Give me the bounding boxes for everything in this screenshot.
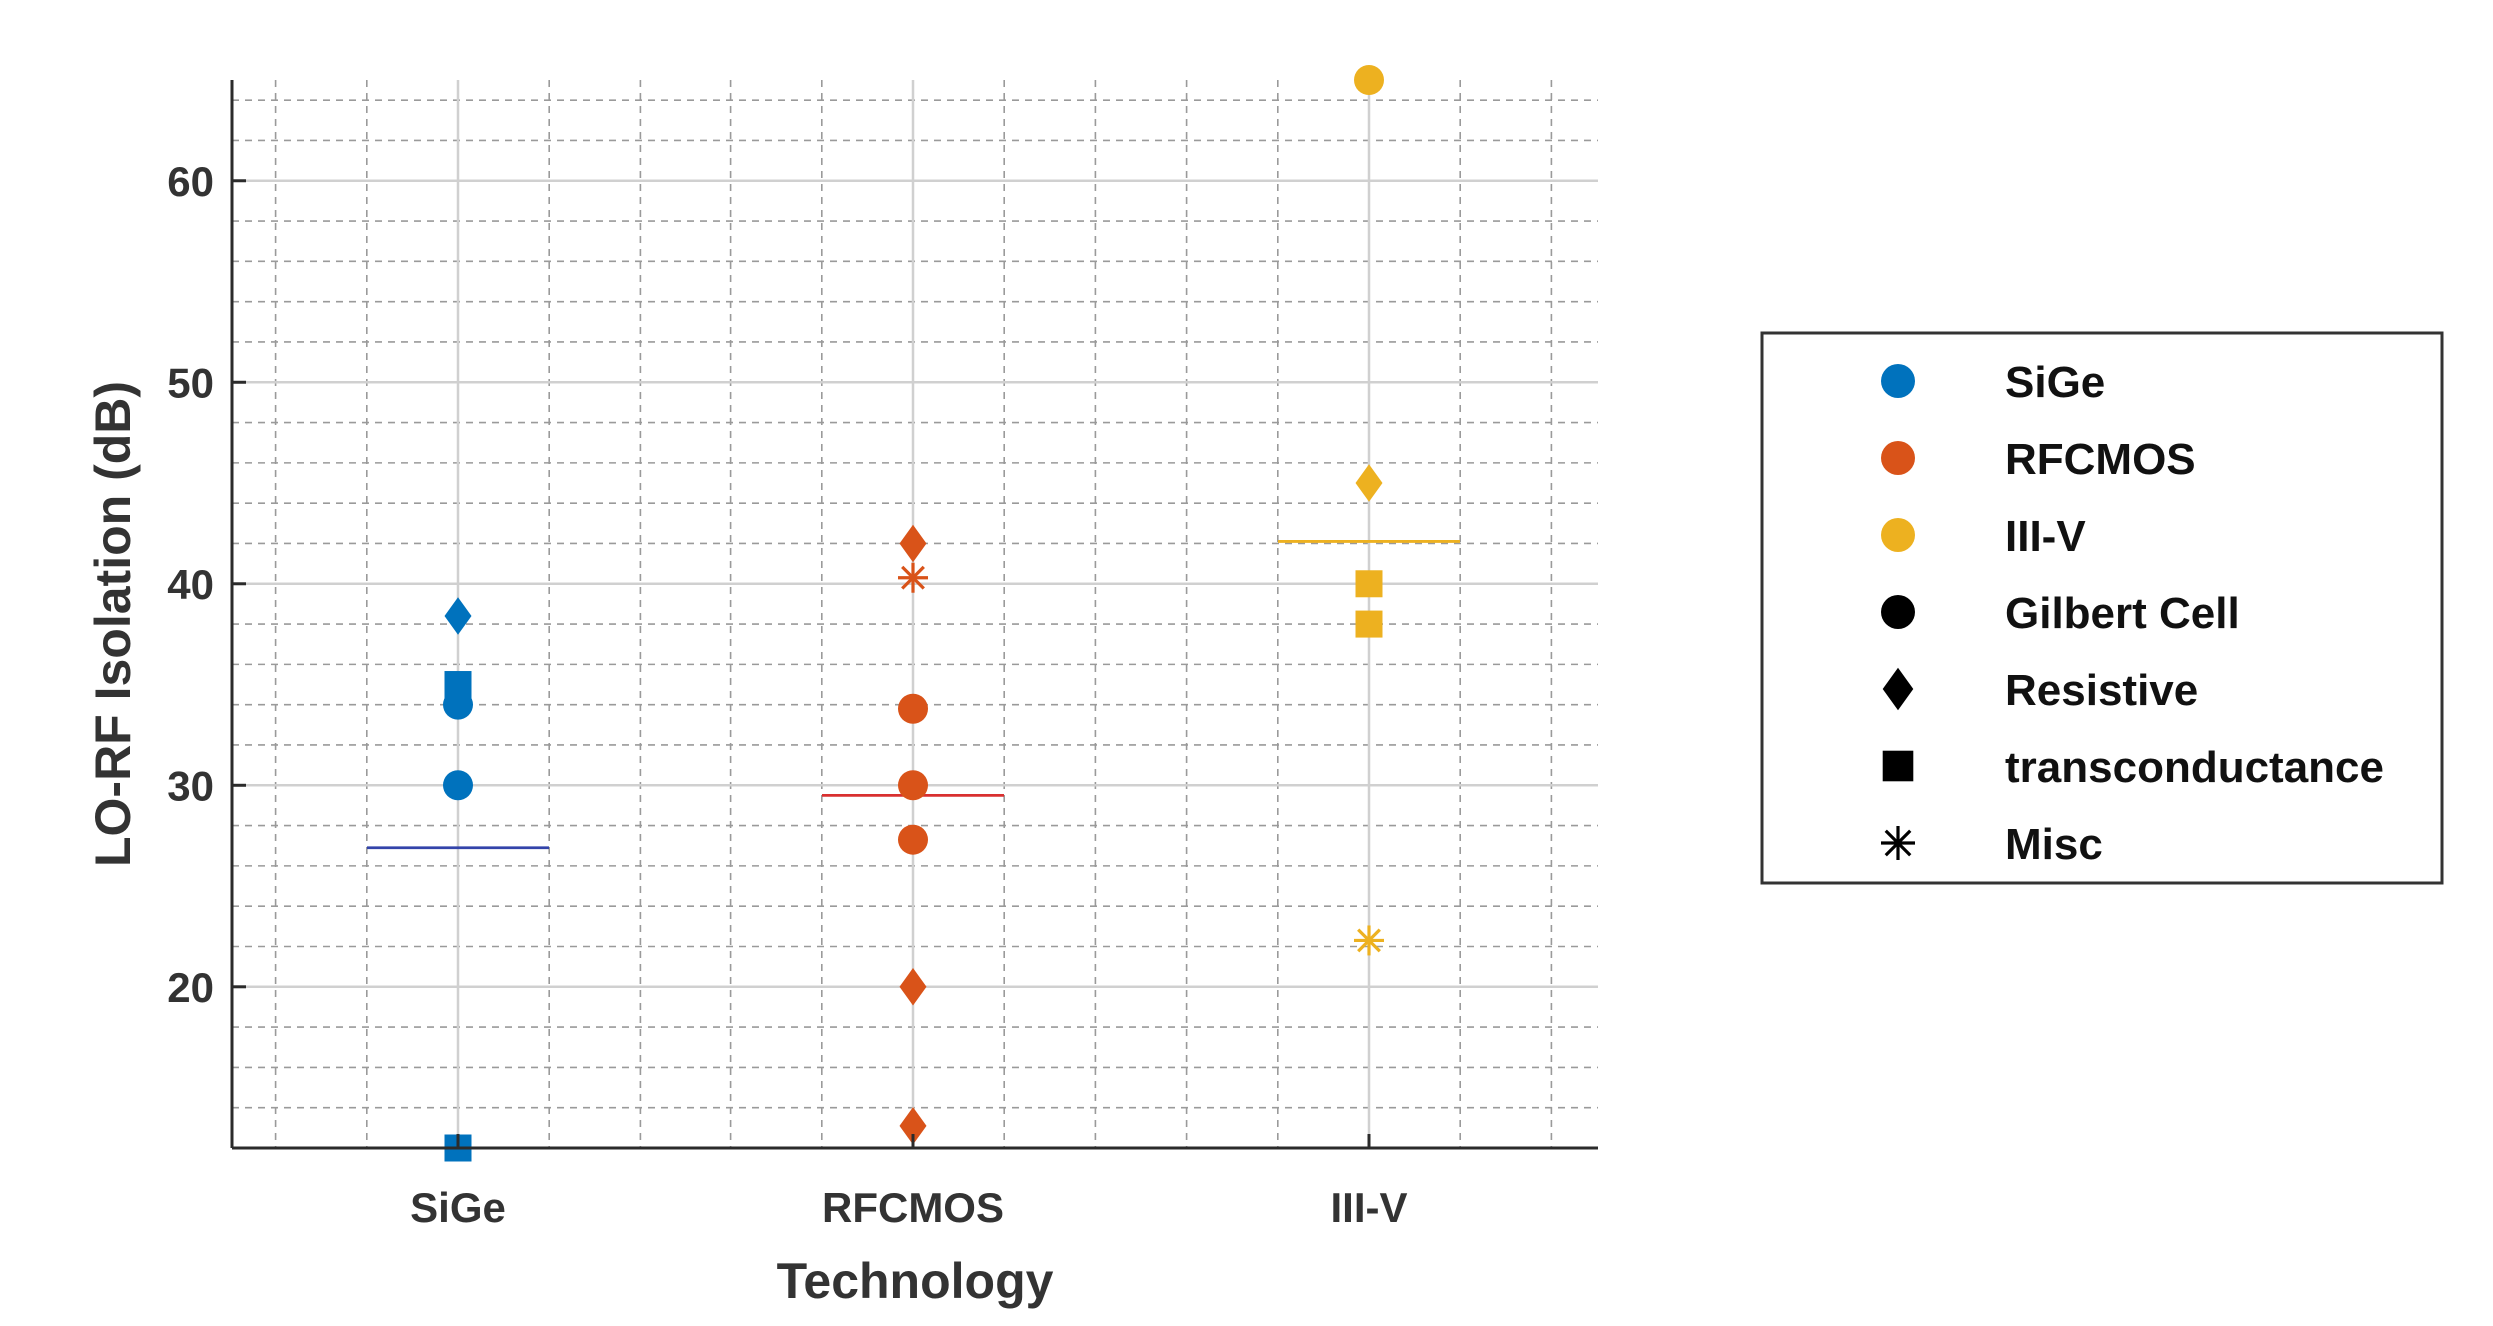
legend-marker <box>1881 518 1915 552</box>
data-point <box>898 770 928 801</box>
y-tick-label: 50 <box>167 359 214 406</box>
legend-label: Gilbert Cell <box>2005 589 2240 638</box>
legend-label: transconductance <box>2005 743 2384 792</box>
data-point <box>443 689 473 720</box>
data-point <box>1354 65 1384 95</box>
legend-label: SiGe <box>2005 358 2105 407</box>
data-point <box>899 1107 927 1145</box>
y-tick-label: 20 <box>167 964 214 1011</box>
data-point <box>1355 570 1383 598</box>
axes <box>230 80 1598 1150</box>
legend-marker <box>1881 826 1915 860</box>
y-axis-title: LO-RF Isolation (dB) <box>85 381 141 867</box>
x-tick-label: III-V <box>1330 1184 1407 1231</box>
legend-label: Resistive <box>2005 666 2198 715</box>
legend-label: RFCMOS <box>2005 435 2196 484</box>
y-tick-label: 40 <box>167 561 214 608</box>
data-point <box>898 562 928 593</box>
legend-marker <box>1882 667 1914 711</box>
data-point <box>1354 925 1384 956</box>
data-point <box>1355 610 1383 638</box>
legend-marker <box>1881 441 1915 475</box>
x-tick-label: SiGe <box>410 1184 506 1231</box>
data-point <box>899 968 927 1006</box>
legend-marker <box>1882 750 1914 782</box>
legend-marker <box>1881 364 1915 398</box>
data-point <box>443 770 473 801</box>
legend-marker <box>1881 595 1915 629</box>
data-points <box>443 65 1384 1162</box>
data-point <box>1355 464 1383 502</box>
y-tick-label: 60 <box>167 158 214 205</box>
x-axis-title: Technology <box>777 1253 1054 1309</box>
data-point <box>898 693 928 724</box>
data-point <box>898 824 928 855</box>
legend-label: Misc <box>2005 820 2103 869</box>
tick-labels: 20 30 40 50 60 SiGe RFCMOS III-V <box>167 158 1407 1231</box>
data-point <box>444 597 472 635</box>
data-point <box>899 524 927 563</box>
x-tick-label: RFCMOS <box>822 1184 1004 1231</box>
legend: SiGe RFCMOS III-V Gilbert Cell Resistive tran… <box>1760 331 2444 885</box>
legend-box <box>1760 331 2444 885</box>
legend-label: III-V <box>2005 512 2086 561</box>
y-tick-label: 30 <box>167 762 214 809</box>
